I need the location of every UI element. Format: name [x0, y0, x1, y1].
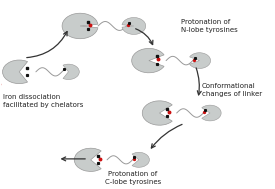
Text: Protonation of
C-lobe tyrosines: Protonation of C-lobe tyrosines	[105, 171, 161, 184]
Wedge shape	[63, 64, 79, 80]
Text: Iron dissociation
facilitated by chelators: Iron dissociation facilitated by chelato…	[3, 94, 84, 108]
Wedge shape	[2, 60, 28, 84]
Wedge shape	[142, 101, 172, 125]
Wedge shape	[74, 148, 101, 171]
Wedge shape	[62, 13, 98, 39]
Text: Conformational
changes of linker: Conformational changes of linker	[202, 83, 262, 97]
Wedge shape	[190, 53, 211, 68]
Wedge shape	[122, 18, 146, 34]
Text: Protonation of
N-lobe tyrosines: Protonation of N-lobe tyrosines	[181, 19, 237, 33]
Wedge shape	[132, 48, 164, 73]
Wedge shape	[132, 152, 149, 167]
Wedge shape	[202, 105, 221, 121]
